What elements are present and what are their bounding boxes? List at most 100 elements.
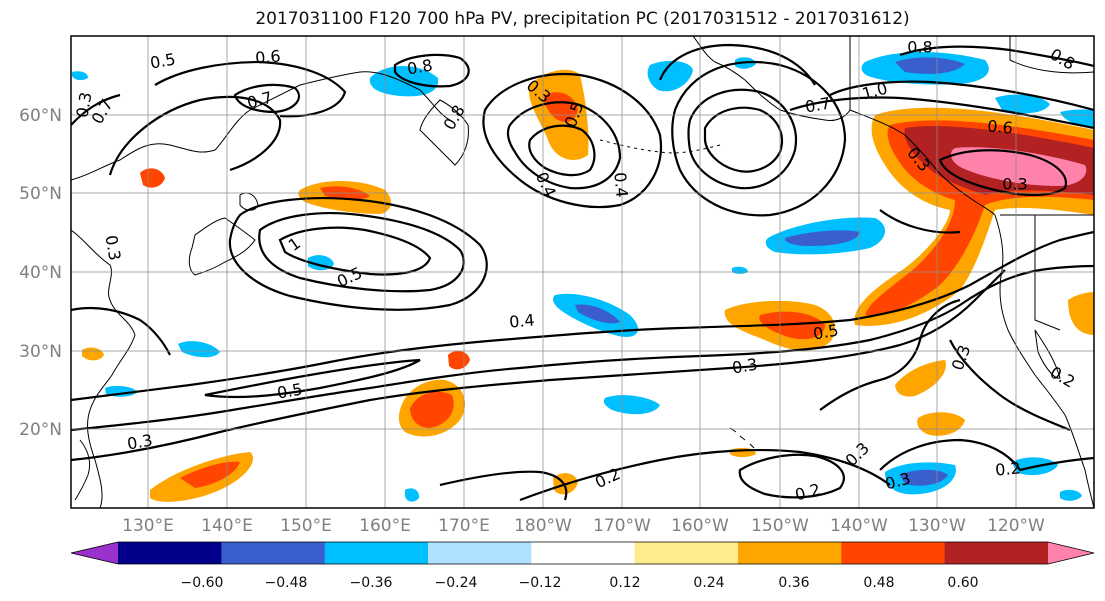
- contour-label: 0.5: [276, 379, 304, 402]
- colorbar-extend-low: [71, 542, 118, 564]
- lat-label-20n: 20°N: [19, 420, 62, 440]
- pv-contour: [879, 209, 961, 234]
- contour-label: 0.6: [254, 46, 281, 67]
- positive-precip-area: [950, 147, 1087, 186]
- colorbar-segment: [324, 542, 429, 564]
- pv-contour: [233, 83, 300, 114]
- japan-coastline: [188, 217, 256, 276]
- pv-contour: [949, 339, 1071, 432]
- pv-contour: [829, 80, 1094, 112]
- pv-contours: [71, 43, 1094, 502]
- asia-coastline: [71, 71, 451, 181]
- positive-precip-area: [140, 168, 165, 188]
- border-line: [1009, 36, 1094, 74]
- colorbar-segment: [944, 542, 1049, 564]
- positive-precip-area: [410, 391, 454, 428]
- colorbar-extend-high: [1048, 542, 1094, 564]
- pv-contour: [671, 60, 847, 217]
- kamchatka-coastline: [419, 99, 469, 166]
- colorbar-tick-label: −0.24: [435, 575, 478, 591]
- lon-label-120w: 120°W: [987, 516, 1045, 536]
- map-title: 2017031100 F120 700 hPa PV, precipitatio…: [255, 9, 910, 29]
- negative-precip-area: [1060, 489, 1082, 501]
- contour-label: 0.3: [731, 354, 759, 377]
- pv-contour: [393, 53, 470, 88]
- coastlines: [71, 36, 1094, 508]
- colorbar-outline: [70, 541, 1095, 565]
- lat-label-40n: 40°N: [19, 263, 62, 283]
- latitude-labels: 60°N 50°N 40°N 30°N 20°N: [19, 106, 62, 440]
- colorbar-tick-label: −0.60: [181, 575, 224, 591]
- colorbar: [70, 541, 1095, 565]
- contour-label: 0.4: [610, 171, 631, 198]
- negative-precip-area: [603, 395, 660, 415]
- lon-label-130w: 130°W: [908, 516, 966, 536]
- pv-contour: [879, 438, 1094, 472]
- lon-label-150e: 150°E: [280, 516, 332, 536]
- pv-contour: [71, 93, 121, 126]
- pv-contour: [482, 73, 663, 209]
- lon-label-140w: 140°W: [830, 516, 888, 536]
- baja-coastline: [1034, 329, 1061, 379]
- pv-contour: [108, 95, 282, 176]
- map-gridlines: [71, 36, 1094, 508]
- negative-precip-area: [995, 94, 1050, 114]
- contour-label: 0.4: [508, 310, 535, 331]
- alaska-coastline: [849, 109, 996, 216]
- north-america-coastline: [994, 214, 1094, 508]
- pv-contour: [278, 226, 432, 276]
- pv-contour: [938, 149, 1068, 197]
- pv-contour: [506, 101, 622, 190]
- contour-label: 0.3: [1002, 175, 1027, 194]
- contour-label: 0.5: [149, 49, 177, 72]
- colorbar-segment: [634, 542, 739, 564]
- pv-contour: [71, 306, 171, 356]
- colorbar-tick-label: 0.12: [609, 575, 640, 591]
- positive-precip-area: [917, 412, 965, 436]
- lat-label-60n: 60°N: [19, 106, 62, 126]
- pv-contour: [899, 45, 1094, 68]
- colorbar-segment: [428, 542, 532, 564]
- contour-label: 0.3: [101, 234, 124, 262]
- colorbar-segment: [531, 542, 636, 564]
- pv-contour: [71, 264, 1094, 432]
- lon-label-170w: 170°W: [593, 516, 651, 536]
- pv-contour: [258, 212, 465, 293]
- negative-precip-area: [178, 341, 220, 358]
- pv-contour: [658, 43, 816, 86]
- colorbar-segment: [221, 542, 326, 564]
- lon-label-180w: 180°W: [514, 516, 572, 536]
- pv-contour: [154, 60, 347, 118]
- colorbar-tick-label: −0.36: [350, 575, 393, 591]
- alaska-coastline: [692, 36, 851, 121]
- lon-label-160w: 160°W: [671, 516, 729, 536]
- pv-contour: [819, 298, 961, 411]
- lat-label-30n: 30°N: [19, 342, 62, 362]
- pv-contour: [519, 448, 891, 502]
- pv-contour: [738, 453, 845, 499]
- contour-label: 0.5: [812, 320, 840, 343]
- longitude-labels: 130°E 140°E 150°E 160°E 170°E 180°W 170°…: [122, 516, 1045, 536]
- asia-coastline: [71, 229, 136, 508]
- contour-label: 0.3: [72, 91, 95, 119]
- colorbar-tick-label: −0.48: [265, 575, 308, 591]
- negative-precip-area: [72, 71, 88, 81]
- colorbar-tick-labels: −0.60 −0.48 −0.36 −0.24 −0.12 0.12 0.24 …: [181, 575, 979, 591]
- pv-contour: [528, 124, 596, 177]
- colorbar-segment: [738, 542, 842, 564]
- contour-label: 0.8: [907, 38, 932, 57]
- colorbar-tick-label: 0.60: [947, 575, 978, 591]
- lon-label-140e: 140°E: [201, 516, 253, 536]
- colorbar-tick-label: −0.12: [519, 575, 562, 591]
- negative-precip-area: [784, 230, 860, 246]
- negative-precip-area: [405, 488, 420, 502]
- pv-contour: [439, 470, 568, 501]
- contour-label: 0.3: [126, 430, 154, 453]
- negative-precip-area: [1060, 109, 1094, 128]
- contour-label: 0.8: [406, 55, 434, 78]
- lon-label-160e: 160°E: [359, 516, 411, 536]
- positive-precip-area: [180, 461, 240, 488]
- colorbar-segment: [841, 542, 946, 564]
- positive-precip-area: [1068, 292, 1094, 335]
